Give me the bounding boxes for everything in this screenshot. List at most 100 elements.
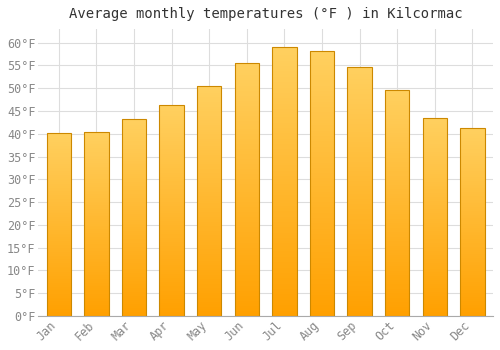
Bar — [46, 287, 71, 288]
Bar — [310, 186, 334, 189]
Bar — [234, 314, 259, 316]
Bar — [160, 308, 184, 310]
Bar — [46, 292, 71, 294]
Bar — [46, 148, 71, 149]
Bar — [385, 205, 409, 207]
Bar — [272, 217, 296, 219]
Bar — [234, 126, 259, 128]
Bar — [234, 113, 259, 116]
Bar — [460, 164, 484, 166]
Bar — [310, 308, 334, 311]
Bar — [234, 265, 259, 268]
Bar — [310, 170, 334, 173]
Bar — [422, 188, 447, 189]
Bar — [234, 177, 259, 179]
Bar — [84, 250, 108, 251]
Bar — [310, 112, 334, 115]
Bar — [122, 180, 146, 182]
Bar — [234, 306, 259, 308]
Bar — [422, 276, 447, 278]
Bar — [160, 202, 184, 204]
Bar — [385, 273, 409, 275]
Bar — [310, 152, 334, 155]
Bar — [122, 273, 146, 275]
Bar — [160, 288, 184, 290]
Bar — [272, 302, 296, 305]
Bar — [272, 155, 296, 158]
Bar — [122, 253, 146, 255]
Bar — [348, 156, 372, 159]
Bar — [272, 47, 296, 50]
Bar — [348, 147, 372, 149]
Bar — [310, 57, 334, 59]
Bar — [160, 295, 184, 297]
Bar — [272, 168, 296, 171]
Bar — [422, 235, 447, 237]
Bar — [46, 138, 71, 140]
Bar — [310, 194, 334, 197]
Bar — [84, 158, 108, 159]
Bar — [46, 250, 71, 252]
Bar — [197, 231, 222, 233]
Bar — [46, 173, 71, 175]
Bar — [197, 252, 222, 254]
Bar — [348, 271, 372, 274]
Bar — [460, 280, 484, 282]
Bar — [310, 104, 334, 107]
Bar — [84, 244, 108, 246]
Bar — [84, 172, 108, 174]
Bar — [310, 125, 334, 128]
Bar — [385, 264, 409, 266]
Bar — [422, 118, 447, 120]
Bar — [385, 187, 409, 189]
Bar — [385, 244, 409, 246]
Bar — [422, 247, 447, 249]
Bar — [460, 187, 484, 188]
Bar — [197, 120, 222, 123]
Bar — [385, 194, 409, 196]
Bar — [160, 236, 184, 238]
Bar — [122, 308, 146, 310]
Bar — [460, 297, 484, 299]
Bar — [272, 163, 296, 166]
Bar — [310, 289, 334, 292]
Bar — [385, 126, 409, 128]
Bar — [46, 199, 71, 201]
Bar — [84, 202, 108, 203]
Bar — [46, 232, 71, 233]
Bar — [272, 179, 296, 182]
Bar — [234, 111, 259, 113]
Bar — [160, 290, 184, 293]
Bar — [422, 138, 447, 140]
Bar — [46, 157, 71, 159]
Bar — [385, 234, 409, 237]
Bar — [84, 176, 108, 178]
Bar — [46, 164, 71, 166]
Bar — [385, 180, 409, 182]
Bar — [385, 314, 409, 316]
Bar — [385, 167, 409, 169]
Bar — [348, 209, 372, 211]
Bar — [310, 213, 334, 215]
Bar — [84, 183, 108, 185]
Bar — [385, 230, 409, 232]
Bar — [272, 106, 296, 109]
Bar — [234, 293, 259, 296]
Bar — [46, 279, 71, 281]
Bar — [122, 119, 146, 316]
Bar — [84, 307, 108, 309]
Bar — [234, 63, 259, 316]
Bar — [385, 287, 409, 289]
Bar — [385, 255, 409, 257]
Bar — [122, 304, 146, 306]
Bar — [197, 314, 222, 316]
Bar — [84, 168, 108, 170]
Bar — [310, 51, 334, 54]
Bar — [234, 68, 259, 70]
Bar — [84, 253, 108, 255]
Bar — [84, 264, 108, 266]
Bar — [422, 158, 447, 160]
Bar — [46, 263, 71, 265]
Bar — [160, 299, 184, 301]
Bar — [160, 133, 184, 135]
